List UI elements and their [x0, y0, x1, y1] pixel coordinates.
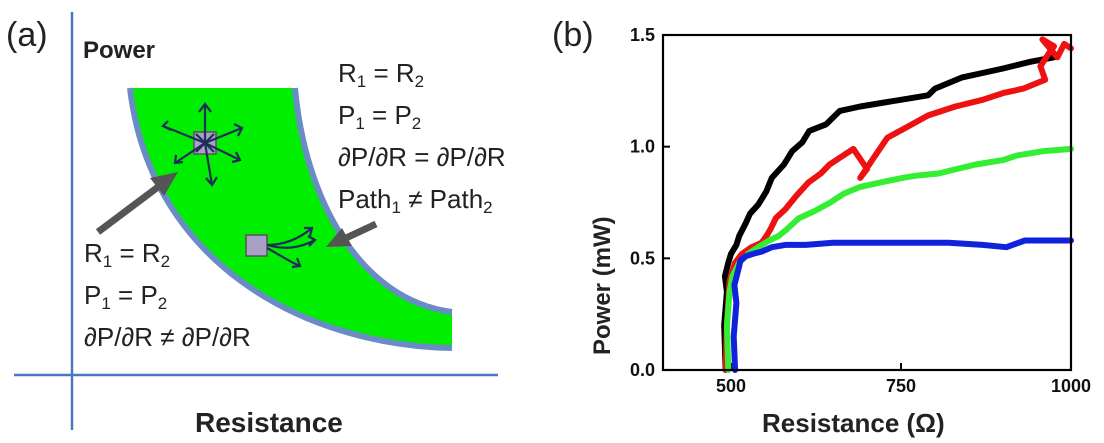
annotation-bottom-derivative: ∂P/∂R ≠ ∂P/∂R — [84, 322, 251, 352]
panel-a-xlabel: Resistance — [195, 407, 343, 438]
pointer-arrow-right — [326, 220, 378, 247]
panel-b-ylabel: Power (mW) — [589, 216, 616, 355]
svg-text:P1 = P2: P1 = P2 — [84, 280, 167, 313]
y-tick-label: 1.5 — [630, 25, 655, 45]
y-tick-label: 0.0 — [630, 360, 655, 380]
panel-b-xlabel: Resistance (Ω) — [762, 408, 945, 438]
x-tick-label: 1000 — [1051, 376, 1091, 396]
series-line-2 — [723, 145, 1074, 373]
panel-a: (a) Power Resistance — [6, 12, 506, 438]
plot-frame — [661, 33, 1073, 372]
annotation-top: R1 = R2 P1 = P2 ∂P/∂R = ∂P/∂R Path1 ≠ Pa… — [338, 58, 506, 217]
svg-text:Path1 ≠ Path2: Path1 ≠ Path2 — [338, 184, 493, 217]
annotation-top-derivative: ∂P/∂R = ∂P/∂R — [338, 142, 506, 172]
panel-b: (b) Power (mW) Resistance (Ω) 500 750 1000… — [552, 16, 1091, 438]
series-line-1 — [722, 36, 1074, 373]
svg-text:P1 = P2: P1 = P2 — [338, 100, 421, 133]
svg-text:R1 = R2: R1 = R2 — [84, 238, 170, 271]
panel-a-ylabel: Power — [83, 37, 155, 64]
annotation-bottom: R1 = R2 P1 = P2 ∂P/∂R ≠ ∂P/∂R — [84, 238, 251, 352]
svg-text:R1 = R2: R1 = R2 — [338, 58, 424, 91]
pointer-arrow-left — [95, 172, 178, 235]
plot-series — [721, 36, 1074, 373]
series-line-3 — [730, 237, 1074, 373]
marker-square-2 — [245, 234, 268, 257]
x-tick-label: 500 — [716, 376, 746, 396]
y-tick-label: 1.0 — [630, 137, 655, 157]
region-border-left — [127, 87, 453, 351]
panel-b-label: (b) — [552, 16, 594, 54]
y-tick-label: 0.5 — [630, 248, 655, 268]
x-tick-label: 750 — [886, 376, 916, 396]
path-arrows-icon — [266, 226, 317, 269]
star-arrows-icon — [161, 102, 244, 187]
panel-a-label: (a) — [6, 16, 48, 54]
plot-ticks: 500 750 1000 0.0 0.5 1.0 1.5 — [630, 25, 1091, 396]
series-line-0 — [721, 54, 1057, 373]
